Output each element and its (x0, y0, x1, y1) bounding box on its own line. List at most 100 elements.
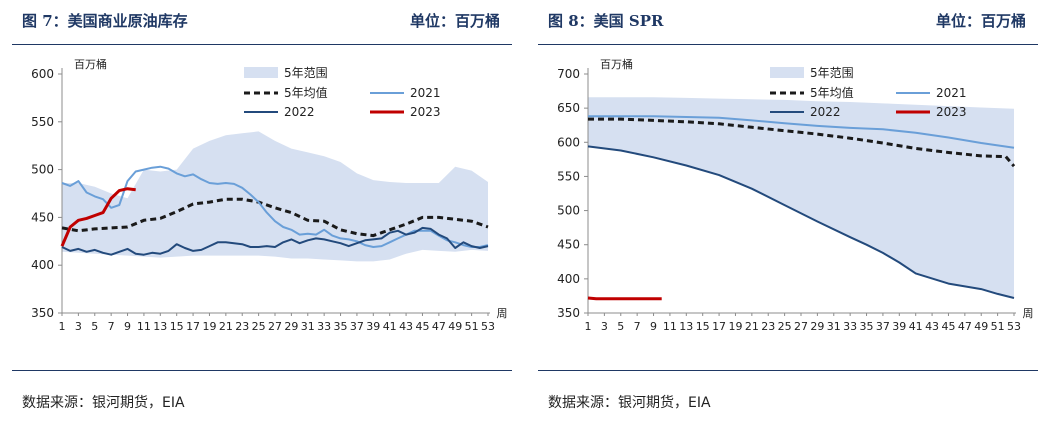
x-tick-label: 5 (91, 320, 98, 333)
legend-label: 2021 (410, 86, 441, 100)
top-divider (12, 44, 512, 45)
x-tick-label: 49 (448, 320, 462, 333)
x-tick-label: 19 (728, 320, 742, 333)
series-line-2023 (587, 296, 662, 301)
x-tick-label: 43 (925, 320, 939, 333)
x-tick-label: 41 (909, 320, 923, 333)
y-tick-label: 400 (31, 258, 54, 272)
x-tick-label: 23 (761, 320, 775, 333)
left-panel: 图 7：美国商业原油库存 单位：百万桶 350 400 450 500 550 600 1 3… (12, 0, 512, 427)
figure-title: 图 7：美国商业原油库存 (22, 12, 188, 30)
series-line-2022 (61, 226, 489, 256)
x-tick-label: 7 (634, 320, 641, 333)
x-tick-label: 3 (75, 320, 82, 333)
x-tick-label: 45 (941, 320, 955, 333)
y-tick-label: 650 (557, 101, 580, 115)
y-tick-label: 500 (557, 204, 580, 218)
y-tick-label: 550 (31, 115, 54, 129)
x-tick-label: 43 (399, 320, 413, 333)
y-tick-label: 450 (557, 238, 580, 252)
x-tick-label: 17 (712, 320, 726, 333)
legend-swatch-band (244, 67, 278, 78)
x-tick-label: 51 (991, 320, 1005, 333)
x-axis-label: 周 (1023, 307, 1034, 320)
legend-swatch-band (770, 67, 804, 78)
x-tick-label: 29 (810, 320, 824, 333)
y-tick-label: 600 (557, 135, 580, 149)
x-tick-label: 31 (827, 320, 841, 333)
x-tick-label: 19 (202, 320, 216, 333)
bottom-divider (538, 370, 1038, 371)
x-tick-label: 37 (350, 320, 364, 333)
x-tick-label: 23 (235, 320, 249, 333)
figure-title: 图 8：美国 SPR (548, 12, 664, 30)
x-tick-label: 3 (601, 320, 608, 333)
right-panel: 图 8：美国 SPR 单位：百万桶 350 400 450 500 550 600 650 7… (538, 0, 1038, 427)
legend-label: 5年均值 (284, 85, 328, 100)
series-line-5年均值 (61, 197, 489, 238)
y-tick-label: 400 (557, 272, 580, 286)
x-tick-label: 33 (843, 320, 857, 333)
series-line-2023 (60, 187, 136, 247)
x-tick-label: 49 (974, 320, 988, 333)
y-tick-label: 350 (31, 306, 54, 320)
x-axis-label: 周 (497, 307, 508, 320)
x-tick-label: 53 (1007, 320, 1021, 333)
x-tick-label: 21 (745, 320, 759, 333)
x-tick-label: 15 (170, 320, 184, 333)
x-tick-label: 53 (481, 320, 495, 333)
data-source: 数据来源：银河期货，EIA (22, 395, 185, 411)
legend-label: 5年范围 (810, 66, 854, 80)
y-tick-label: 600 (31, 67, 54, 81)
legend-label: 2023 (936, 105, 967, 119)
x-tick-label: 15 (696, 320, 710, 333)
x-tick-label: 25 (252, 320, 266, 333)
x-tick-label: 9 (650, 320, 657, 333)
x-tick-label: 47 (958, 320, 972, 333)
x-tick-label: 37 (876, 320, 890, 333)
x-tick-label: 7 (108, 320, 115, 333)
data-source: 数据来源：银河期货，EIA (548, 395, 711, 411)
x-tick-label: 1 (59, 320, 66, 333)
figure-unit: 单位：百万桶 (409, 12, 500, 30)
y-axis-label: 百万桶 (600, 57, 633, 71)
y-tick-label: 450 (31, 210, 54, 224)
x-tick-label: 17 (186, 320, 200, 333)
legend-label: 5年范围 (284, 66, 328, 80)
top-divider (538, 44, 1038, 45)
x-tick-label: 35 (334, 320, 348, 333)
x-tick-label: 9 (124, 320, 131, 333)
range-band (588, 97, 1014, 298)
x-tick-label: 35 (860, 320, 874, 333)
x-tick-label: 11 (137, 320, 151, 333)
x-tick-label: 51 (465, 320, 479, 333)
series-line-2021 (588, 115, 1015, 149)
series-line-2022 (587, 145, 1015, 299)
x-tick-label: 11 (663, 320, 677, 333)
y-tick-label: 700 (557, 67, 580, 81)
x-tick-label: 1 (585, 320, 592, 333)
series-line-5年均值 (588, 117, 1016, 168)
x-tick-label: 39 (366, 320, 380, 333)
legend-label: 2022 (810, 105, 841, 119)
x-tick-label: 45 (415, 320, 429, 333)
y-tick-label: 550 (557, 169, 580, 183)
x-tick-label: 25 (778, 320, 792, 333)
legend-label: 5年均值 (810, 85, 854, 100)
x-tick-label: 31 (301, 320, 315, 333)
x-tick-label: 33 (317, 320, 331, 333)
x-tick-label: 47 (432, 320, 446, 333)
x-tick-label: 41 (383, 320, 397, 333)
x-tick-label: 27 (268, 320, 282, 333)
y-tick-label: 500 (31, 163, 54, 177)
legend-label: 2023 (410, 105, 441, 119)
y-tick-label: 350 (557, 306, 580, 320)
x-tick-label: 29 (284, 320, 298, 333)
x-tick-label: 13 (153, 320, 167, 333)
x-tick-label: 27 (794, 320, 808, 333)
x-tick-label: 39 (892, 320, 906, 333)
x-tick-label: 5 (617, 320, 624, 333)
legend-label: 2021 (936, 86, 967, 100)
